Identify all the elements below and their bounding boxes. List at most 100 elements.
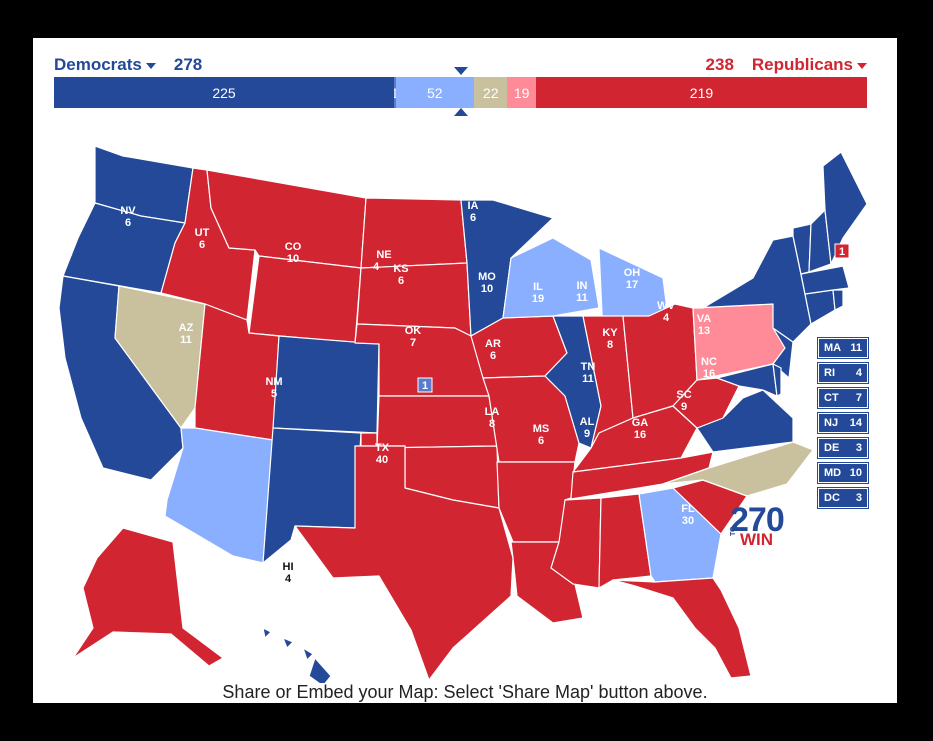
bar-segment-lean-dem[interactable]: 52 bbox=[395, 77, 475, 108]
state-ME[interactable] bbox=[822, 151, 868, 265]
state-TX[interactable] bbox=[294, 445, 514, 681]
caret-down-icon bbox=[145, 63, 156, 69]
label-HI: HI bbox=[283, 561, 294, 573]
label-KY: KY bbox=[602, 327, 618, 339]
label-NM: NM bbox=[265, 376, 282, 388]
small-state-RI[interactable]: RI 4 bbox=[817, 362, 869, 384]
label-SD: SD bbox=[371, 147, 386, 159]
label-LA: LA bbox=[485, 406, 500, 418]
state-WY[interactable] bbox=[248, 255, 362, 344]
small-state-DC[interactable]: DC 3 bbox=[817, 487, 869, 509]
ev-OR: 8 bbox=[93, 128, 99, 138]
label-UT: UT bbox=[195, 227, 210, 239]
state-MA[interactable] bbox=[800, 265, 850, 295]
ev-IN: 11 bbox=[576, 292, 588, 304]
label-AZ: AZ bbox=[179, 322, 194, 334]
ev-NM: 5 bbox=[271, 388, 277, 400]
state-HI[interactable] bbox=[262, 627, 332, 683]
label-CO: CO bbox=[285, 241, 302, 253]
ev-MS: 6 bbox=[538, 435, 544, 447]
bar-segment-lean-rep[interactable]: 19 bbox=[507, 77, 537, 108]
label-MO: MO bbox=[478, 271, 496, 283]
label-TN: TN bbox=[581, 361, 596, 373]
ne-district-box[interactable] bbox=[417, 377, 433, 393]
ev-OK: 7 bbox=[410, 337, 416, 349]
democrats-label: Democrats bbox=[54, 55, 142, 74]
label-VT: VT bbox=[752, 165, 766, 177]
state-FL[interactable] bbox=[612, 577, 752, 679]
district-ev-NE: 1 bbox=[422, 380, 428, 392]
label-TX: TX bbox=[375, 442, 390, 454]
ev-TN: 11 bbox=[582, 373, 594, 385]
ev-HI: 4 bbox=[285, 573, 292, 585]
republicans-label: Republicans bbox=[751, 55, 853, 74]
ev-WY: 3 bbox=[271, 167, 277, 179]
democrats-dropdown[interactable]: Democrats bbox=[54, 55, 156, 75]
ev-IA: 6 bbox=[470, 212, 476, 224]
small-state-CT[interactable]: CT 7 bbox=[817, 387, 869, 409]
state-CO[interactable] bbox=[272, 335, 380, 434]
label-NV: NV bbox=[120, 205, 136, 217]
ev-VA: 13 bbox=[698, 325, 710, 337]
ev-AR: 6 bbox=[490, 350, 496, 362]
ev-NY: 28 bbox=[726, 208, 738, 220]
label-ME: ME bbox=[787, 133, 804, 145]
ev-NE: 4 bbox=[373, 261, 380, 273]
ev-SD: 3 bbox=[376, 159, 382, 171]
ev-AK: 3 bbox=[90, 550, 96, 562]
republicans-dropdown[interactable]: Republicans bbox=[752, 55, 867, 75]
state-MD[interactable] bbox=[716, 363, 778, 397]
label-IA: IA bbox=[468, 200, 479, 212]
republicans-header: 238 Republicans bbox=[706, 55, 867, 75]
label-GA: GA bbox=[632, 417, 649, 429]
bar-segment-safe-dem[interactable]: 225 bbox=[54, 77, 394, 108]
label-KS: KS bbox=[393, 263, 408, 275]
ev-ME: 3 bbox=[784, 145, 790, 157]
ev-WI: 10 bbox=[514, 198, 526, 210]
small-state-DE[interactable]: DE 3 bbox=[817, 437, 869, 459]
ev-WV: 4 bbox=[663, 312, 670, 324]
bar-segment-tossup[interactable]: 22 bbox=[474, 77, 508, 108]
state-NC[interactable] bbox=[662, 441, 814, 497]
label-NC: NC bbox=[701, 356, 717, 368]
ev-MO: 10 bbox=[481, 283, 493, 295]
small-state-MA[interactable]: MA 11 bbox=[817, 337, 869, 359]
me-district-box[interactable] bbox=[834, 243, 850, 259]
label-NY: NY bbox=[724, 196, 740, 208]
map-panel: Democrats 278 238 Republicans 225 1 52 2… bbox=[33, 38, 897, 703]
label-NH: NH bbox=[765, 171, 781, 183]
label-AR: AR bbox=[485, 338, 501, 350]
caret-down-icon bbox=[857, 63, 867, 69]
share-embed-hint: Share or Embed your Map: Select 'Share M… bbox=[222, 682, 708, 702]
label-OH: OH bbox=[624, 267, 641, 279]
state-RI[interactable] bbox=[832, 289, 844, 311]
state-WI[interactable] bbox=[502, 237, 600, 319]
small-states-legend: MA 11 RI 4 CT 7 NJ 14 DE 3 MD 10 DC 3 bbox=[817, 337, 869, 513]
label-MI: MI bbox=[584, 204, 596, 216]
bar-segment-likely-dem[interactable]: 1 bbox=[394, 77, 396, 108]
state-AK[interactable] bbox=[72, 527, 224, 667]
label-ID: ID bbox=[168, 144, 179, 156]
label-IL: IL bbox=[533, 281, 543, 293]
270towin-logo: 270 TO WIN bbox=[730, 501, 785, 549]
ev-VT: 3 bbox=[756, 177, 762, 189]
ev-AZ: 11 bbox=[180, 334, 192, 346]
ev-ID: 4 bbox=[170, 156, 177, 168]
state-VT[interactable] bbox=[792, 223, 812, 275]
label-FL: FL bbox=[681, 503, 695, 515]
ev-TX: 40 bbox=[376, 454, 388, 466]
state-AL[interactable] bbox=[598, 493, 652, 589]
state-DE[interactable] bbox=[772, 363, 782, 397]
label-CA: CA bbox=[58, 236, 74, 248]
electoral-vote-bar: 225 1 52 22 19 219 bbox=[54, 77, 867, 108]
270-marker-bottom-icon bbox=[454, 108, 468, 116]
small-state-NJ[interactable]: NJ 14 bbox=[817, 412, 869, 434]
state-KS[interactable] bbox=[376, 395, 498, 449]
state-CT[interactable] bbox=[804, 289, 836, 325]
state-AZ[interactable] bbox=[164, 427, 274, 564]
ev-CO: 10 bbox=[287, 253, 299, 265]
bar-segment-safe-rep[interactable]: 219 bbox=[536, 77, 867, 108]
label-OK: OK bbox=[405, 325, 422, 337]
label-WY: WY bbox=[265, 155, 283, 167]
small-state-MD[interactable]: MD 10 bbox=[817, 462, 869, 484]
